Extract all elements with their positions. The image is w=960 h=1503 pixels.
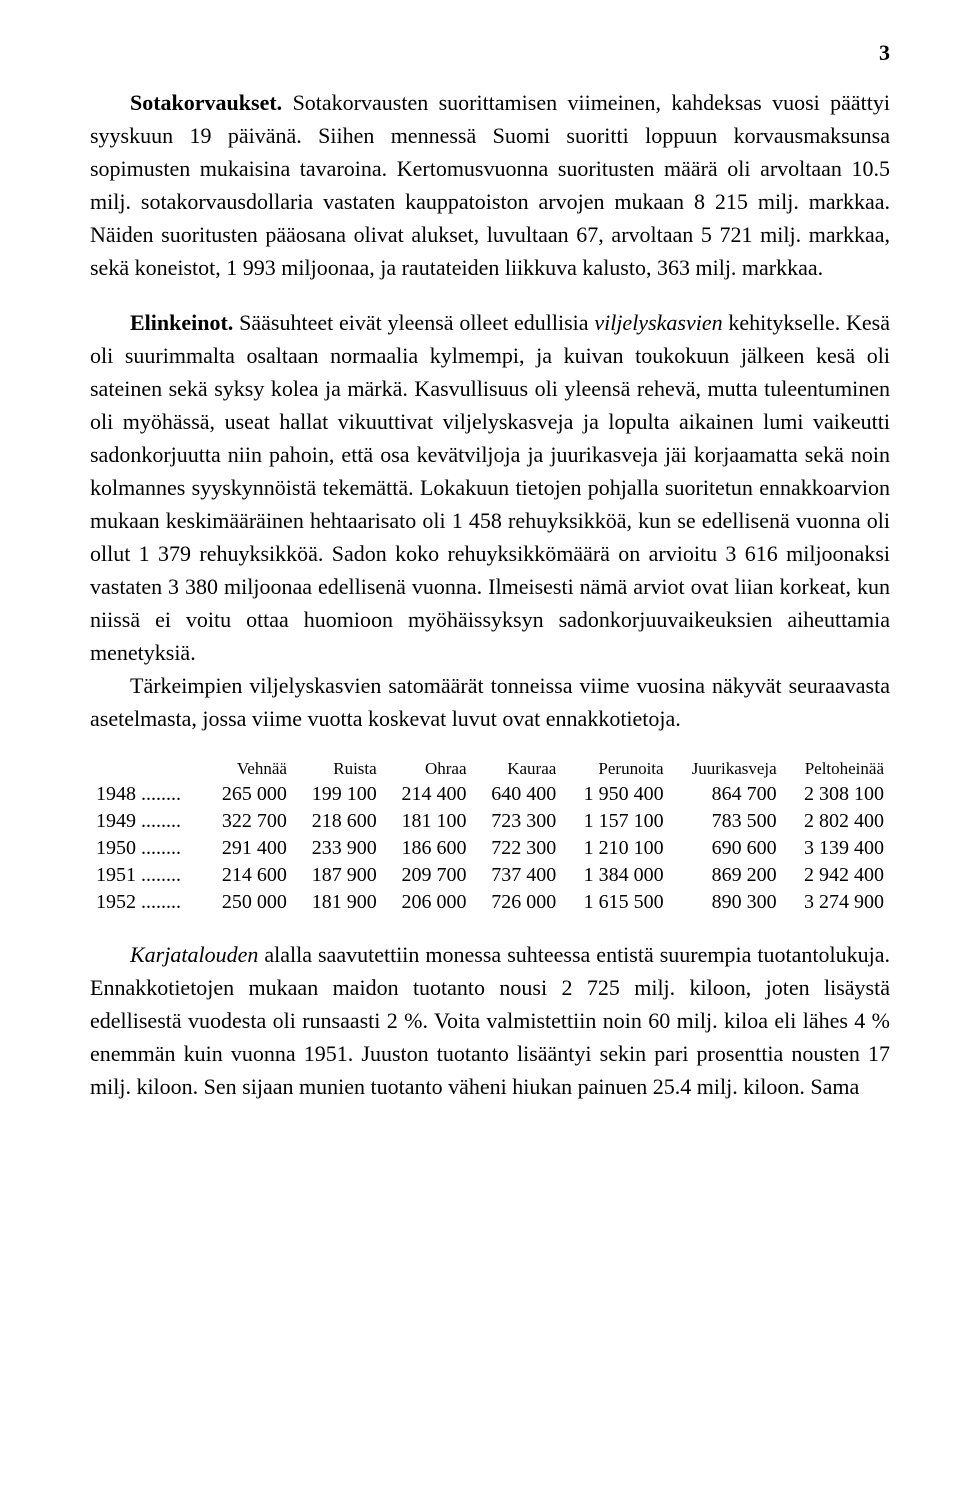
section-title-sotakorvaukset: Sotakorvaukset. bbox=[130, 90, 282, 115]
cell: 783 500 bbox=[670, 808, 783, 835]
cell: 3 274 900 bbox=[783, 889, 890, 916]
table-header-row: Vehnää Ruista Ohraa Kauraa Perunoita Juu… bbox=[90, 757, 890, 781]
cell-year: 1951 ........ bbox=[90, 862, 203, 889]
table-row: 1951 ........ 214 600 187 900 209 700 73… bbox=[90, 862, 890, 889]
section-title-elinkeinot: Elinkeinot. bbox=[130, 310, 233, 335]
cell-year: 1952 ........ bbox=[90, 889, 203, 916]
cell: 722 300 bbox=[473, 835, 563, 862]
cell: 218 600 bbox=[293, 808, 383, 835]
cell: 187 900 bbox=[293, 862, 383, 889]
table-row: 1949 ........ 322 700 218 600 181 100 72… bbox=[90, 808, 890, 835]
cell: 1 615 500 bbox=[562, 889, 669, 916]
paragraph-sotakorvaukset: Sotakorvaukset. Sotakorvausten suorittam… bbox=[90, 86, 890, 284]
cell: 869 200 bbox=[670, 862, 783, 889]
cell: 181 900 bbox=[293, 889, 383, 916]
col-ohraa: Ohraa bbox=[383, 757, 473, 781]
cell: 1 157 100 bbox=[562, 808, 669, 835]
cell: 1 384 000 bbox=[562, 862, 669, 889]
cell: 250 000 bbox=[203, 889, 293, 916]
cell: 3 139 400 bbox=[783, 835, 890, 862]
paragraph-karjatalous: Karjatalouden alalla saavutettiin moness… bbox=[90, 938, 890, 1103]
col-kauraa: Kauraa bbox=[473, 757, 563, 781]
table-row: 1952 ........ 250 000 181 900 206 000 72… bbox=[90, 889, 890, 916]
col-perunoita: Perunoita bbox=[562, 757, 669, 781]
cell: 864 700 bbox=[670, 781, 783, 808]
para2-italic: viljelyskasvien bbox=[594, 310, 722, 335]
cell: 233 900 bbox=[293, 835, 383, 862]
cell-year: 1950 ........ bbox=[90, 835, 203, 862]
col-year bbox=[90, 757, 203, 781]
cell: 206 000 bbox=[383, 889, 473, 916]
page-number: 3 bbox=[90, 40, 890, 66]
cell: 214 400 bbox=[383, 781, 473, 808]
cell: 726 000 bbox=[473, 889, 563, 916]
paragraph-table-intro: Tärkeimpien viljelyskasvien satomäärät t… bbox=[90, 669, 890, 735]
col-juurikasveja: Juurikasveja bbox=[670, 757, 783, 781]
cell: 265 000 bbox=[203, 781, 293, 808]
cell: 2 942 400 bbox=[783, 862, 890, 889]
cell: 199 100 bbox=[293, 781, 383, 808]
cell: 1 950 400 bbox=[562, 781, 669, 808]
cell-year: 1949 ........ bbox=[90, 808, 203, 835]
cell: 181 100 bbox=[383, 808, 473, 835]
table-row: 1950 ........ 291 400 233 900 186 600 72… bbox=[90, 835, 890, 862]
col-vehnaa: Vehnää bbox=[203, 757, 293, 781]
col-ruista: Ruista bbox=[293, 757, 383, 781]
paragraph-elinkeinot: Elinkeinot. Sääsuhteet eivät yleensä oll… bbox=[90, 306, 890, 735]
para4-italic: Karjatalouden bbox=[130, 942, 258, 967]
cell: 214 600 bbox=[203, 862, 293, 889]
cell: 890 300 bbox=[670, 889, 783, 916]
document-page: 3 Sotakorvaukset. Sotakorvausten suoritt… bbox=[0, 0, 960, 1175]
para2-after: kehitykselle. Kesä oli suurimmalta osalt… bbox=[90, 310, 890, 665]
cell: 291 400 bbox=[203, 835, 293, 862]
para1-body: Sotakorvausten suorittamisen viimeinen, … bbox=[90, 90, 890, 280]
table-row: 1948 ........ 265 000 199 100 214 400 64… bbox=[90, 781, 890, 808]
cell: 690 600 bbox=[670, 835, 783, 862]
para2-before: Sääsuhteet eivät yleensä olleet edullisi… bbox=[239, 310, 594, 335]
cell: 1 210 100 bbox=[562, 835, 669, 862]
cell: 723 300 bbox=[473, 808, 563, 835]
cell: 640 400 bbox=[473, 781, 563, 808]
cell: 322 700 bbox=[203, 808, 293, 835]
crop-yield-table: Vehnää Ruista Ohraa Kauraa Perunoita Juu… bbox=[90, 757, 890, 916]
cell-year: 1948 ........ bbox=[90, 781, 203, 808]
col-peltoheinaa: Peltoheinää bbox=[783, 757, 890, 781]
cell: 186 600 bbox=[383, 835, 473, 862]
cell: 2 802 400 bbox=[783, 808, 890, 835]
cell: 209 700 bbox=[383, 862, 473, 889]
cell: 2 308 100 bbox=[783, 781, 890, 808]
cell: 737 400 bbox=[473, 862, 563, 889]
